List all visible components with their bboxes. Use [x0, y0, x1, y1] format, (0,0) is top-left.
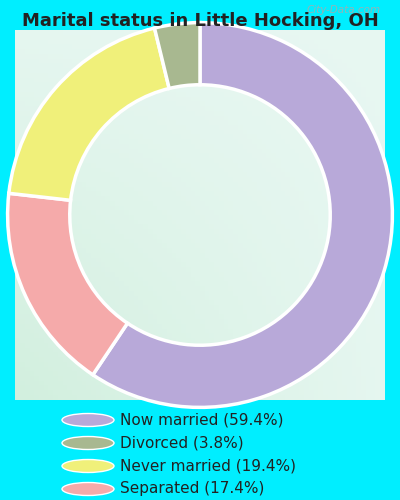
Circle shape [62, 436, 114, 450]
Wedge shape [8, 194, 128, 375]
Text: Separated (17.4%): Separated (17.4%) [120, 482, 264, 496]
Circle shape [62, 482, 114, 496]
Text: Never married (19.4%): Never married (19.4%) [120, 458, 296, 473]
Text: Divorced (3.8%): Divorced (3.8%) [120, 436, 244, 450]
Circle shape [62, 414, 114, 426]
Text: Marital status in Little Hocking, OH: Marital status in Little Hocking, OH [22, 12, 378, 30]
Text: City-Data.com: City-Data.com [306, 5, 381, 15]
Wedge shape [154, 22, 200, 88]
Circle shape [62, 460, 114, 472]
Wedge shape [93, 22, 392, 407]
Wedge shape [9, 28, 169, 201]
Text: Now married (59.4%): Now married (59.4%) [120, 412, 284, 428]
